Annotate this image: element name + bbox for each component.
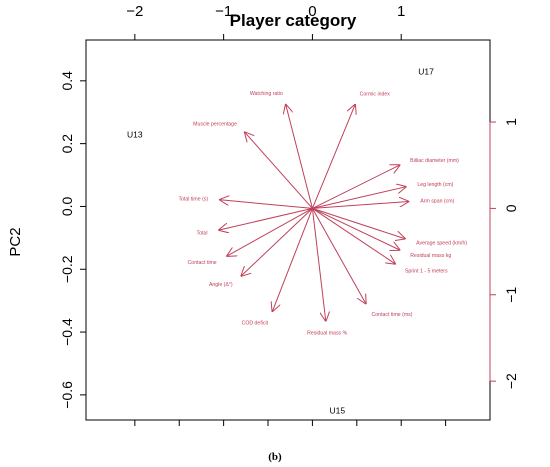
loading-label: Cormic index — [360, 92, 391, 98]
loading-arrow — [312, 202, 408, 209]
left-axis-tick-label: 0.0 — [59, 197, 75, 217]
loading-arrow — [219, 207, 313, 230]
loading-label: Leg length (cm) — [417, 182, 453, 188]
top-axis-tick-label: −2 — [126, 3, 143, 20]
loading-label: Residual mass kg — [410, 253, 451, 259]
right-axis-tick-label: −2 — [503, 373, 519, 389]
loading-label: Residual mass % — [307, 331, 347, 337]
loading-arrow — [227, 207, 313, 256]
loading-label: Angle (Δ°) — [209, 282, 233, 288]
plot-frame — [85, 39, 491, 421]
loading-arrow — [311, 208, 365, 303]
top-axis-tick-label: −1 — [215, 3, 232, 20]
chart-title: Player category — [230, 11, 357, 30]
observation-label: U15 — [329, 406, 345, 416]
right-axis-tick-label: 1 — [503, 118, 519, 126]
loading-label: Biiliac diameter (mm) — [410, 158, 459, 164]
top-axis-tick-label: 0 — [308, 3, 316, 20]
loading-label: Contact time — [188, 260, 217, 266]
observation-label: U17 — [418, 67, 434, 77]
loading-label: Contact time (ms) — [372, 312, 413, 318]
figure-caption: (b) — [268, 451, 282, 463]
loading-arrow — [312, 187, 405, 209]
loading-label: Total — [197, 231, 208, 237]
left-axis-tick-label: 0.2 — [59, 134, 75, 154]
loading-label: Average speed (km/h) — [416, 240, 467, 246]
loading-label: COD deficit — [242, 320, 269, 326]
left-axis-tick-label: 0.4 — [59, 71, 75, 91]
loading-label: Muscle percentage — [193, 121, 237, 127]
loading-arrow — [245, 132, 313, 209]
right-axis-tick-label: −1 — [503, 287, 519, 303]
loading-arrow — [312, 207, 399, 249]
loading-arrow — [312, 207, 395, 263]
loading-arrow — [312, 207, 404, 238]
loading-label: Watching ratio — [250, 91, 283, 97]
top-axis-tick-label: 1 — [397, 3, 405, 20]
left-axis-tick-label: −0.4 — [59, 318, 75, 346]
loading-label: Arm span (cm) — [420, 199, 454, 205]
observation-label: U13 — [127, 129, 143, 139]
y-axis-label: PC2 — [7, 227, 24, 256]
loading-arrow — [241, 208, 313, 275]
loading-arrow — [272, 208, 313, 311]
loading-arrow — [312, 165, 399, 209]
loading-label: Total time (s) — [178, 197, 208, 203]
loading-arrow — [311, 105, 355, 209]
left-axis-tick-label: −0.2 — [59, 255, 75, 283]
loading-label: Sprint 1 - 5 meters — [405, 268, 448, 274]
loading-arrow — [311, 208, 325, 320]
right-axis-tick-label: 0 — [503, 204, 519, 212]
loading-arrow — [286, 105, 313, 209]
loading-arrow — [220, 200, 313, 209]
left-axis-tick-label: −0.6 — [59, 381, 75, 409]
